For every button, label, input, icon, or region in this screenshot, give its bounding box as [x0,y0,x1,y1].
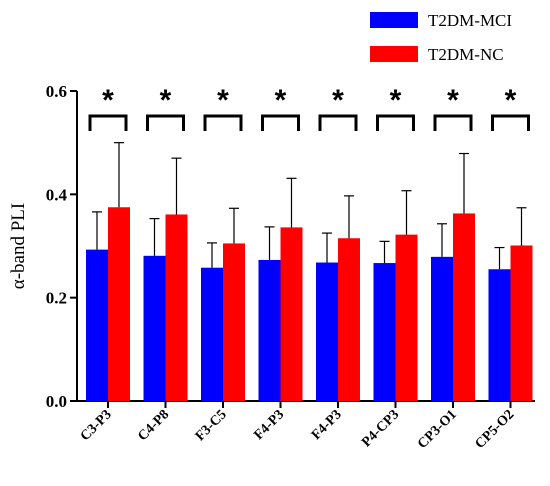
bar-t2dm-nc-5 [338,238,360,401]
bar-t2dm-mci-8 [488,269,511,401]
significance-star-8: * [505,84,517,117]
significance-bracket-7 [433,114,473,131]
significance-bracket-8 [491,114,530,131]
bar-t2dm-mci-2 [143,255,166,401]
x-category-label-5: F4-P3 [309,407,345,443]
significance-bracket-3 [203,114,243,131]
significance-star-2: * [160,84,172,117]
significance-bracket-5 [318,114,358,131]
x-category-label-4: F4-P3 [251,407,287,443]
legend-label-2: T2DM-NC [428,45,504,64]
bar-t2dm-nc-2 [165,214,188,401]
bar-t2dm-mci-4 [258,259,281,401]
significance-bracket-2 [146,114,185,131]
significance-bracket-6 [376,114,415,131]
y-tick-label-1: 0.0 [46,392,67,411]
bar-t2dm-mci-6 [373,263,396,401]
bar-t2dm-nc-7 [453,213,475,401]
bar-t2dm-nc-4 [280,227,303,401]
y-tick-label-2: 0.2 [46,289,67,308]
y-axis: 0.0 0.2 0.4 0.6 [46,82,78,411]
bar-t2dm-nc-1 [108,207,130,401]
bar-t2dm-mci-3 [201,267,223,401]
x-category-label-8: CP5-O2 [473,407,518,452]
bar-t2dm-mci-5 [316,262,338,401]
x-category-label-6: P4-CP3 [359,407,402,450]
legend: T2DM-MCI T2DM-NC [370,11,512,64]
y-tick-label-3: 0.4 [46,185,68,204]
bars [86,142,533,401]
legend-swatch-1 [370,12,418,28]
x-category-label-7: CP3-O1 [415,407,460,452]
significance-star-6: * [390,84,402,117]
bar-t2dm-nc-8 [510,245,533,401]
bar-t2dm-mci-1 [86,249,108,401]
significance-annotations: * * * * * * * * [88,84,530,131]
x-axis: C3-P3 C4-P8 F3-C5 F4-P3 F4-P3 P4-CP3 CP3-O1 CP5… [77,400,535,452]
legend-swatch-2 [370,46,418,62]
significance-star-7: * [447,84,459,117]
significance-star-3: * [217,84,229,117]
significance-bracket-1 [88,114,128,131]
bar-t2dm-nc-3 [223,243,245,401]
x-category-label-3: F3-C5 [193,407,230,444]
x-category-label-1: C3-P3 [78,407,115,444]
significance-star-4: * [275,84,287,117]
significance-star-5: * [332,84,344,117]
y-tick-label-4: 0.6 [46,82,67,101]
bar-t2dm-nc-6 [395,234,418,401]
legend-label-1: T2DM-MCI [428,11,512,30]
significance-bracket-4 [261,114,300,131]
significance-star-1: * [102,84,114,117]
y-axis-title: α-band PLI [8,203,29,289]
bar-t2dm-mci-7 [431,256,453,401]
x-category-label-2: C4-P8 [135,407,172,444]
